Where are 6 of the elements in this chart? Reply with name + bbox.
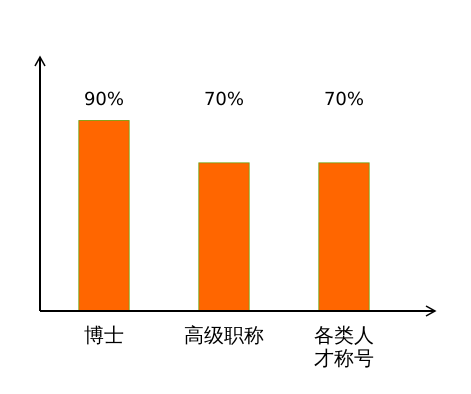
x-tick-label: 各类人才称号 bbox=[314, 323, 374, 370]
data-label: 70% bbox=[324, 89, 364, 110]
x-tick-label: 高级职称 bbox=[184, 323, 264, 347]
data-label: 70% bbox=[204, 89, 244, 110]
data-label: 90% bbox=[84, 89, 124, 110]
x-tick-label: 博士 bbox=[84, 323, 124, 347]
